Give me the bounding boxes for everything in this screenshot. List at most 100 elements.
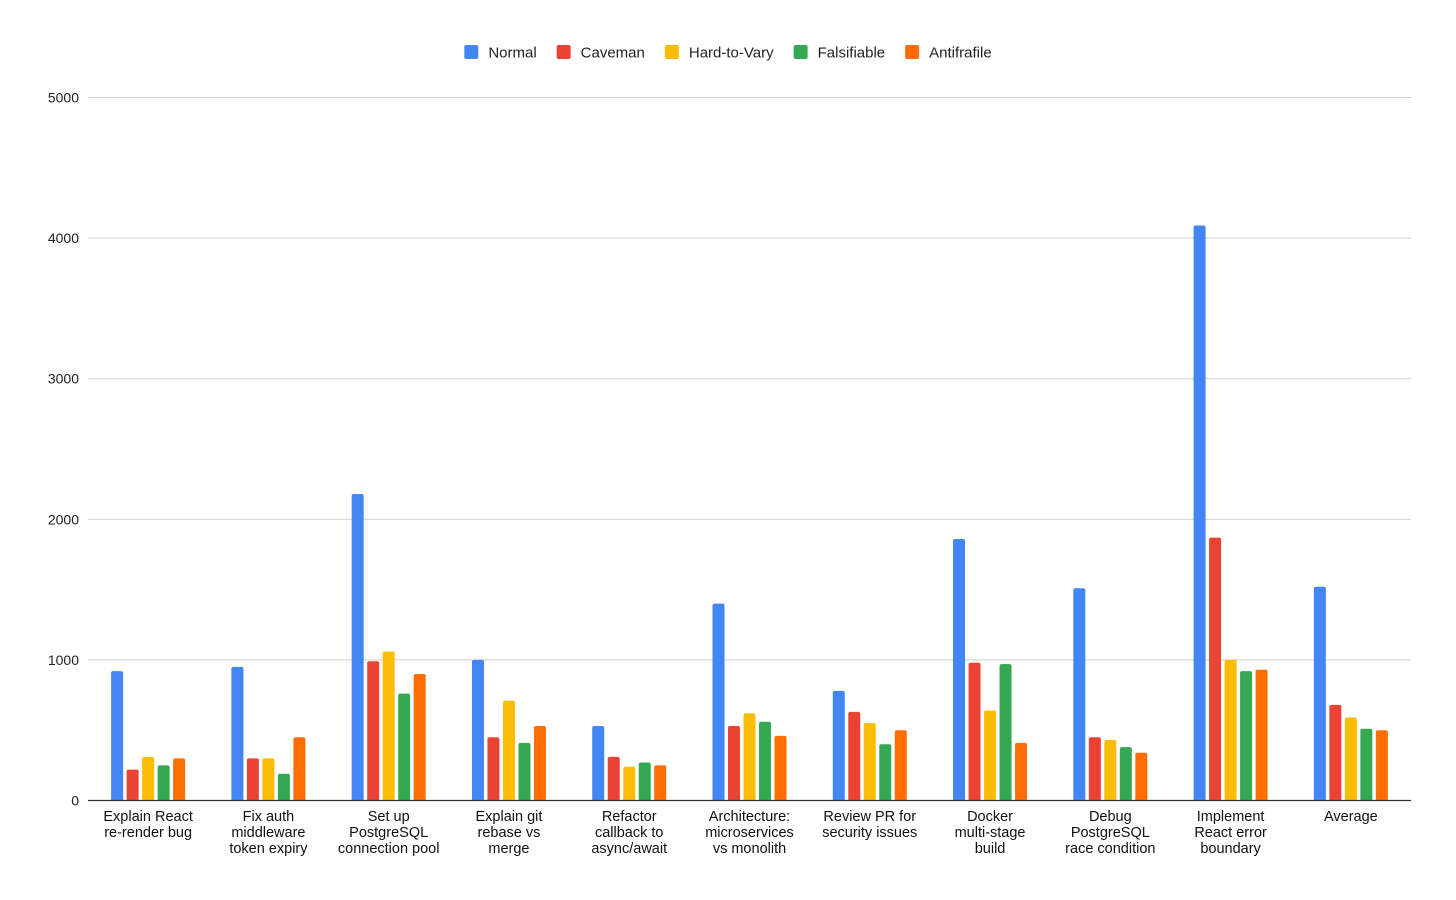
bar-hard-to-vary-4 [623,766,636,801]
legend-label: Hard-to-Vary [689,45,774,62]
bar-falsifiable-6 [879,744,892,801]
legend-swatch [664,45,679,59]
legend-swatch [905,45,920,59]
legend-item-antifrafile: Antifrafile [905,45,992,62]
x-category-label-3: Explain git rebase vs merge [476,809,543,857]
bar-hard-to-vary-7 [984,710,997,801]
bar-antifrafile-0 [173,758,186,801]
bar-caveman-2 [367,661,380,801]
y-tick-label-2000: 2000 [48,511,79,527]
x-category-label-line: build [975,841,1006,857]
bar-falsifiable-10 [1360,728,1373,801]
bar-hard-to-vary-2 [382,651,395,801]
x-category-label-line: race condition [1065,841,1155,857]
x-category-label-line: connection pool [338,841,440,857]
legend-item-falsifiable: Falsifiable [793,45,886,62]
legend-label: Antifrafile [929,45,992,62]
bar-normal-2 [351,493,364,801]
x-category-label-line: Review PR for [823,809,916,825]
bar-normal-6 [832,690,845,801]
bar-falsifiable-1 [277,773,290,801]
bar-caveman-7 [968,662,981,801]
bar-hard-to-vary-0 [142,756,155,801]
bar-hard-to-vary-9 [1224,659,1237,801]
x-category-label-10: Average [1324,809,1378,825]
x-category-label-6: Review PR for security issues [822,809,917,841]
legend-label: Normal [488,45,536,62]
bar-normal-5 [712,603,725,801]
x-category-label-line: Docker [967,809,1013,825]
legend-item-caveman: Caveman [556,45,645,62]
legend: Normal Caveman Hard-to-Vary Falsifiable Anti… [464,45,992,62]
bar-antifrafile-6 [894,730,907,801]
x-category-label-4: Refactor callback to async/await [591,809,667,857]
x-category-label-line: Average [1324,809,1378,825]
x-category-label-7: Docker multi-stage build [955,809,1026,857]
bar-caveman-3 [487,737,500,801]
bar-hard-to-vary-6 [863,723,876,801]
x-category-label-line: token expiry [229,841,308,857]
bar-caveman-8 [1088,737,1101,801]
x-axis: Explain React re-render bug Fix auth middle… [88,799,1411,857]
x-category-label-line: PostgreSQL [349,825,428,841]
series-caveman [126,537,1342,801]
bar-falsifiable-2 [398,693,411,801]
series-normal [111,225,1326,801]
bar-antifrafile-10 [1375,730,1388,801]
x-category-label-line: boundary [1200,841,1261,857]
bar-hard-to-vary-5 [743,713,756,801]
x-category-label-line: re-render bug [104,825,192,841]
series-falsifiable [157,664,1373,801]
y-tick-label-5000: 5000 [48,90,79,106]
bar-caveman-10 [1329,704,1342,801]
bar-falsifiable-4 [638,762,651,801]
bar-falsifiable-0 [157,765,170,801]
bar-caveman-1 [246,758,259,801]
bar-antifrafile-9 [1255,669,1268,801]
legend-item-hard-to-vary: Hard-to-Vary [664,45,774,62]
bar-antifrafile-8 [1135,752,1148,801]
bar-antifrafile-1 [293,737,306,801]
x-category-label-line: async/await [591,841,667,857]
legend-swatch [464,45,479,59]
x-category-label-line: rebase vs [478,825,541,841]
x-category-label-line: Architecture: [709,809,790,825]
x-category-label-line: React error [1194,825,1267,841]
bar-normal-0 [111,671,124,801]
x-category-label-line: Explain React [103,809,192,825]
x-category-label-5: Architecture: microservices vs monolith [705,809,794,857]
x-category-label-line: multi-stage [955,825,1026,841]
bar-caveman-6 [848,711,861,801]
bar-falsifiable-8 [1119,747,1132,801]
legend-label: Falsifiable [818,45,886,62]
bar-falsifiable-3 [518,742,531,801]
bar-caveman-4 [607,756,620,801]
x-category-label-line: Debug [1089,809,1132,825]
series-antifrafile [173,669,1388,801]
x-category-label-9: Implement React error boundary [1194,809,1267,857]
bar-hard-to-vary-1 [262,758,275,801]
series-hard-to-vary [142,651,1357,801]
bar-hard-to-vary-10 [1344,717,1357,801]
y-tick-label-1000: 1000 [48,652,79,668]
bar-falsifiable-5 [759,721,771,801]
x-category-label-2: Set up PostgreSQL connection pool [338,809,440,857]
x-category-label-line: security issues [822,825,917,841]
bar-normal-8 [1073,588,1086,801]
legend-item-normal: Normal [464,45,537,62]
y-tick-label-4000: 4000 [48,230,79,246]
y-tick-label-3000: 3000 [48,371,79,387]
x-category-label-line: PostgreSQL [1071,825,1150,841]
bar-hard-to-vary-8 [1104,740,1117,801]
x-category-label-line: vs monolith [713,841,786,857]
bar-antifrafile-4 [654,765,667,801]
x-category-label-line: Refactor [602,809,657,825]
bar-normal-10 [1313,586,1326,801]
bar-normal-3 [471,659,484,801]
x-category-label-line: Explain git [476,809,543,825]
legend-swatch [793,45,808,59]
legend-label: Caveman [581,45,645,62]
bar-hard-to-vary-3 [502,700,515,801]
